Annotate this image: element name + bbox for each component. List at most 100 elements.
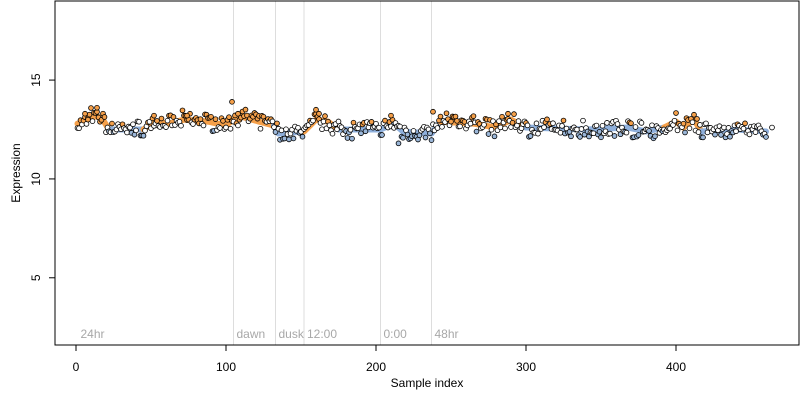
data-point (496, 118, 502, 124)
data-point (235, 122, 241, 129)
data-point (316, 110, 322, 117)
data-point (278, 127, 285, 134)
data-point (379, 132, 385, 138)
region-label: 48hr (435, 327, 459, 341)
data-point (89, 118, 96, 124)
data-point (667, 125, 673, 132)
data-point (577, 134, 583, 140)
data-point (467, 120, 474, 127)
data-point (535, 130, 541, 137)
data-point (281, 135, 288, 142)
data-point (674, 127, 681, 134)
data-point (422, 134, 429, 141)
data-point (632, 124, 639, 130)
y-tick-label: 5 (29, 274, 43, 281)
data-point (358, 130, 364, 137)
data-point (437, 113, 444, 120)
data-point (509, 119, 516, 126)
data-point (541, 124, 547, 131)
data-point (208, 113, 214, 120)
data-point (170, 114, 177, 120)
region-labels: 24hr dawn dusk 12:00 0:00 48hr (81, 327, 459, 341)
data-point (473, 128, 480, 135)
data-point (533, 120, 540, 127)
data-point (344, 135, 351, 141)
data-point (491, 133, 498, 140)
data-point (481, 121, 487, 128)
data-point (733, 128, 739, 135)
y-tick-label: 15 (29, 73, 43, 87)
data-point (680, 120, 687, 127)
data-point (140, 132, 147, 139)
data-point (550, 120, 556, 127)
data-point (229, 99, 235, 105)
data-point (295, 124, 301, 131)
data-point (82, 110, 88, 117)
region-label: 0:00 (384, 327, 408, 341)
data-point (329, 130, 336, 137)
data-point (652, 133, 658, 140)
data-point (163, 124, 169, 130)
data-point (638, 120, 645, 126)
data-point (439, 124, 445, 130)
data-point (752, 129, 759, 135)
data-point (400, 134, 406, 141)
data-point (700, 134, 706, 141)
data-point (226, 114, 232, 120)
data-point (671, 117, 678, 124)
data-point (101, 114, 108, 120)
data-point (568, 133, 574, 140)
data-point (220, 118, 226, 124)
data-point (598, 134, 604, 141)
data-point (769, 124, 775, 131)
region-label: 12:00 (307, 327, 337, 341)
data-point (524, 122, 531, 129)
data-point (614, 121, 621, 127)
data-point (85, 116, 91, 123)
data-point (286, 136, 292, 143)
data-point (448, 118, 454, 125)
data-point (395, 140, 402, 147)
data-point (515, 118, 522, 124)
region-label: dawn (237, 327, 266, 341)
data-point (704, 129, 711, 136)
data-point (544, 116, 550, 123)
data-point (313, 106, 319, 113)
data-point (694, 116, 700, 122)
data-point (527, 133, 534, 139)
data-point (712, 131, 718, 138)
data-point (235, 110, 241, 117)
data-point (497, 124, 504, 131)
data-point (611, 133, 618, 139)
data-point (212, 116, 219, 122)
data-point (578, 126, 585, 132)
data-point (590, 130, 597, 137)
data-point (299, 133, 306, 140)
data-point (443, 110, 450, 117)
x-tick-label: 100 (216, 360, 236, 374)
data-point (227, 125, 234, 132)
data-point (269, 118, 276, 125)
data-point (184, 112, 190, 119)
data-point (86, 111, 93, 118)
data-point (376, 124, 382, 131)
x-tick-label: 0 (73, 360, 80, 374)
region-label: 24hr (81, 327, 105, 341)
data-point (454, 118, 460, 124)
region-separators (233, 1, 432, 345)
data-point (607, 130, 613, 137)
data-point (485, 131, 492, 137)
data-point (88, 105, 94, 111)
trend-segment (205, 118, 229, 129)
plot-frame (54, 0, 800, 346)
data-point (646, 128, 652, 134)
data-point (686, 125, 693, 132)
data-point (511, 111, 517, 117)
data-point (695, 129, 702, 135)
data-point (223, 124, 229, 131)
data-point (388, 112, 394, 119)
data-point (130, 121, 136, 128)
y-axis-title: Expression (9, 143, 23, 202)
data-point (434, 125, 441, 131)
data-point (430, 108, 436, 115)
